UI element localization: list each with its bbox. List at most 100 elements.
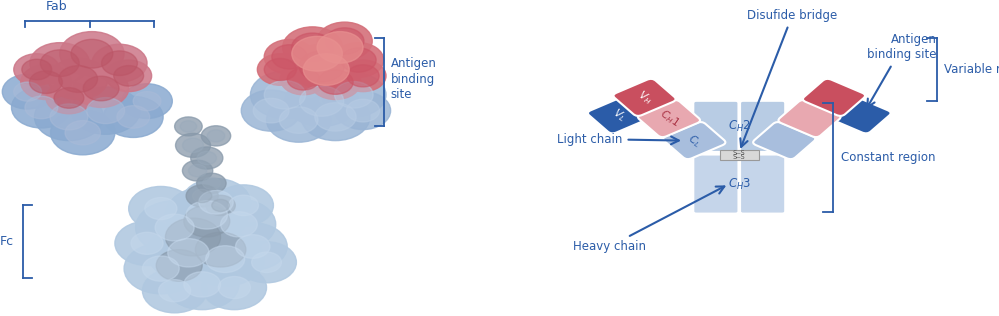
Circle shape — [202, 199, 276, 250]
Circle shape — [65, 121, 101, 145]
FancyBboxPatch shape — [663, 122, 725, 159]
Circle shape — [252, 252, 282, 272]
Text: Fab: Fab — [46, 0, 68, 13]
Circle shape — [106, 60, 152, 92]
Text: $C_H1$: $C_H1$ — [656, 107, 681, 130]
Circle shape — [71, 87, 140, 134]
Text: S–S: S–S — [733, 154, 745, 160]
Circle shape — [51, 111, 115, 155]
Circle shape — [131, 232, 163, 254]
Circle shape — [102, 51, 138, 76]
Circle shape — [25, 96, 58, 119]
Circle shape — [46, 82, 92, 114]
Circle shape — [40, 50, 79, 76]
Circle shape — [258, 54, 304, 85]
Circle shape — [143, 256, 179, 281]
FancyBboxPatch shape — [613, 79, 675, 116]
Circle shape — [229, 195, 259, 216]
Circle shape — [34, 93, 104, 141]
Circle shape — [290, 44, 354, 88]
Circle shape — [315, 103, 357, 131]
Circle shape — [347, 65, 380, 87]
Text: $V_H$: $V_H$ — [634, 88, 654, 107]
Circle shape — [221, 212, 258, 237]
Text: Heavy chain: Heavy chain — [573, 186, 724, 253]
Circle shape — [265, 40, 315, 74]
FancyBboxPatch shape — [719, 150, 759, 160]
Circle shape — [340, 60, 386, 92]
FancyBboxPatch shape — [778, 100, 841, 137]
Circle shape — [206, 246, 245, 272]
Circle shape — [288, 68, 320, 90]
Circle shape — [87, 98, 125, 124]
Circle shape — [199, 190, 233, 214]
Circle shape — [176, 133, 211, 157]
Circle shape — [334, 43, 384, 77]
Circle shape — [265, 81, 306, 109]
Circle shape — [202, 265, 267, 310]
Circle shape — [267, 98, 331, 142]
Circle shape — [166, 259, 239, 310]
Circle shape — [59, 66, 98, 92]
Circle shape — [317, 32, 363, 63]
Text: S–S: S–S — [733, 150, 745, 155]
Circle shape — [203, 177, 220, 189]
Circle shape — [115, 221, 179, 265]
FancyBboxPatch shape — [637, 100, 700, 137]
Circle shape — [196, 232, 246, 267]
Circle shape — [285, 76, 359, 126]
Circle shape — [264, 58, 297, 81]
Circle shape — [48, 58, 108, 100]
Circle shape — [147, 224, 230, 281]
Circle shape — [318, 70, 354, 94]
Circle shape — [335, 82, 374, 108]
FancyBboxPatch shape — [753, 122, 815, 159]
Circle shape — [54, 88, 84, 108]
Circle shape — [114, 66, 144, 86]
Circle shape — [212, 199, 230, 211]
Circle shape — [341, 48, 377, 72]
Circle shape — [201, 126, 231, 146]
Circle shape — [30, 43, 90, 84]
Circle shape — [143, 269, 207, 313]
Text: Constant region: Constant region — [840, 151, 935, 164]
Circle shape — [280, 107, 318, 133]
Circle shape — [83, 76, 119, 101]
Text: Antigen
binding site: Antigen binding site — [867, 33, 937, 107]
Circle shape — [219, 276, 251, 299]
Circle shape — [301, 93, 370, 141]
Circle shape — [22, 59, 52, 80]
Circle shape — [166, 218, 221, 256]
Circle shape — [155, 214, 194, 241]
Circle shape — [145, 198, 177, 220]
FancyBboxPatch shape — [803, 79, 865, 116]
Circle shape — [317, 22, 373, 60]
Text: Antigen
binding
site: Antigen binding site — [391, 58, 437, 100]
Circle shape — [117, 106, 150, 128]
Circle shape — [2, 74, 53, 109]
Circle shape — [253, 98, 289, 123]
Circle shape — [166, 186, 248, 243]
Circle shape — [14, 82, 42, 101]
Circle shape — [92, 44, 147, 82]
Circle shape — [207, 130, 225, 142]
Circle shape — [30, 71, 62, 94]
Circle shape — [299, 51, 345, 82]
Circle shape — [104, 96, 163, 137]
Circle shape — [136, 201, 214, 254]
Circle shape — [186, 232, 265, 286]
Circle shape — [60, 32, 124, 76]
Circle shape — [219, 223, 288, 270]
Text: $C_H2$: $C_H2$ — [727, 119, 751, 134]
Circle shape — [300, 86, 344, 116]
Circle shape — [272, 45, 308, 69]
FancyBboxPatch shape — [693, 101, 738, 152]
Text: $V_L$: $V_L$ — [609, 106, 628, 124]
FancyBboxPatch shape — [693, 155, 738, 214]
Circle shape — [311, 65, 361, 100]
Circle shape — [214, 185, 274, 226]
Text: $C_L$: $C_L$ — [685, 131, 703, 150]
Circle shape — [197, 151, 217, 165]
Circle shape — [283, 27, 343, 68]
Circle shape — [124, 243, 198, 294]
